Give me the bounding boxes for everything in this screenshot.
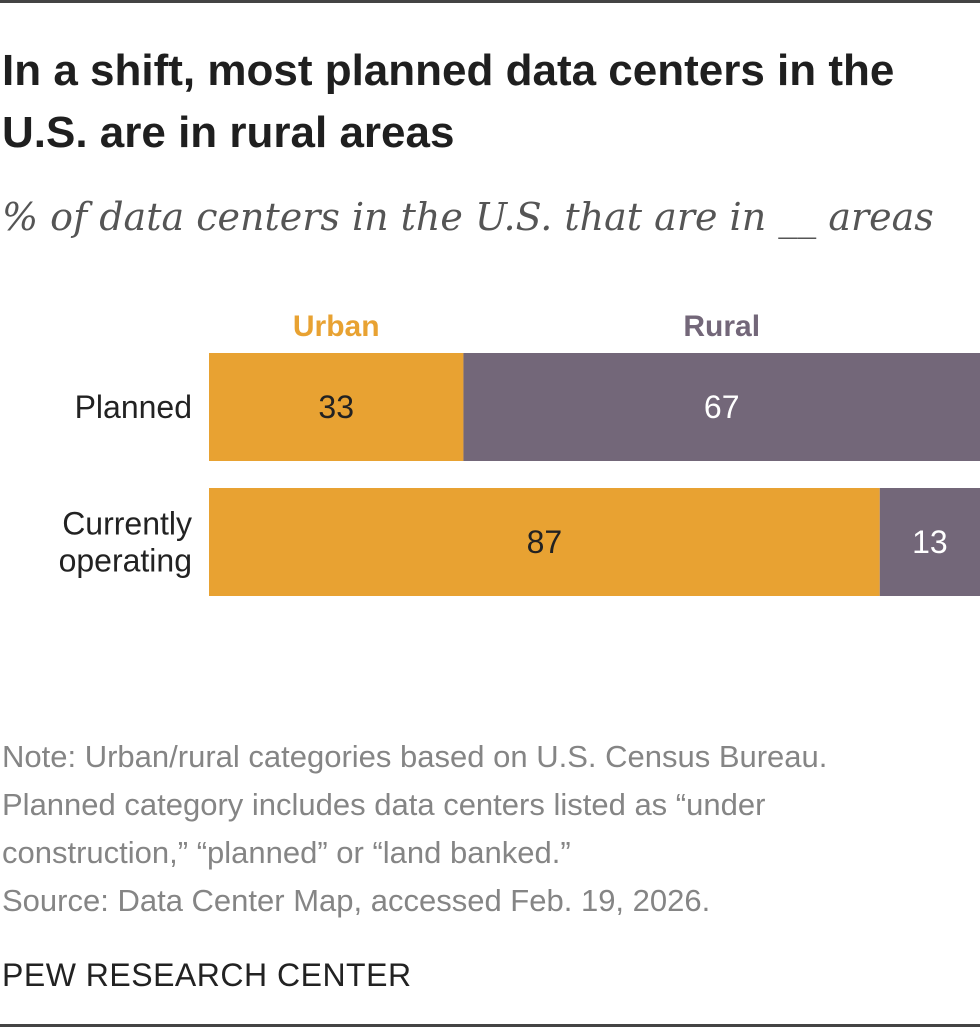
data-label: 13 xyxy=(912,524,948,560)
note-line: Note: Urban/rural categories based on U.… xyxy=(2,739,828,774)
source-line: Source: Data Center Map, accessed Feb. 1… xyxy=(2,883,711,918)
chart-subtitle: % of data centers in the U.S. that are i… xyxy=(2,195,934,239)
note-line: Planned category includes data centers l… xyxy=(2,787,766,822)
brand-name: PEW RESEARCH CENTER xyxy=(2,957,412,993)
bar-segment-urban xyxy=(209,488,880,596)
legend-label-rural: Rural xyxy=(683,310,760,343)
top-rule xyxy=(0,0,980,3)
data-label: 87 xyxy=(527,524,563,560)
bar-segment-rural xyxy=(879,488,980,596)
bottom-rule xyxy=(0,1024,980,1027)
data-label: 67 xyxy=(704,389,740,425)
chart-note: Note: Urban/rural categories based on U.… xyxy=(2,733,978,925)
category-label: Planned xyxy=(75,389,192,425)
bar-segment-urban xyxy=(209,353,464,461)
chart-title: In a shift, most planned data centers in… xyxy=(2,46,895,157)
legend-label-urban: Urban xyxy=(293,310,380,343)
bar-segment-rural xyxy=(463,353,980,461)
note-line: construction,” “planned” or “land banked… xyxy=(2,835,571,870)
category-label: Currently operating xyxy=(59,506,192,579)
data-label: 33 xyxy=(318,389,354,425)
stacked-bar-chart: Urban Rural Planned 33 67 Currently operating 8… xyxy=(59,310,980,596)
